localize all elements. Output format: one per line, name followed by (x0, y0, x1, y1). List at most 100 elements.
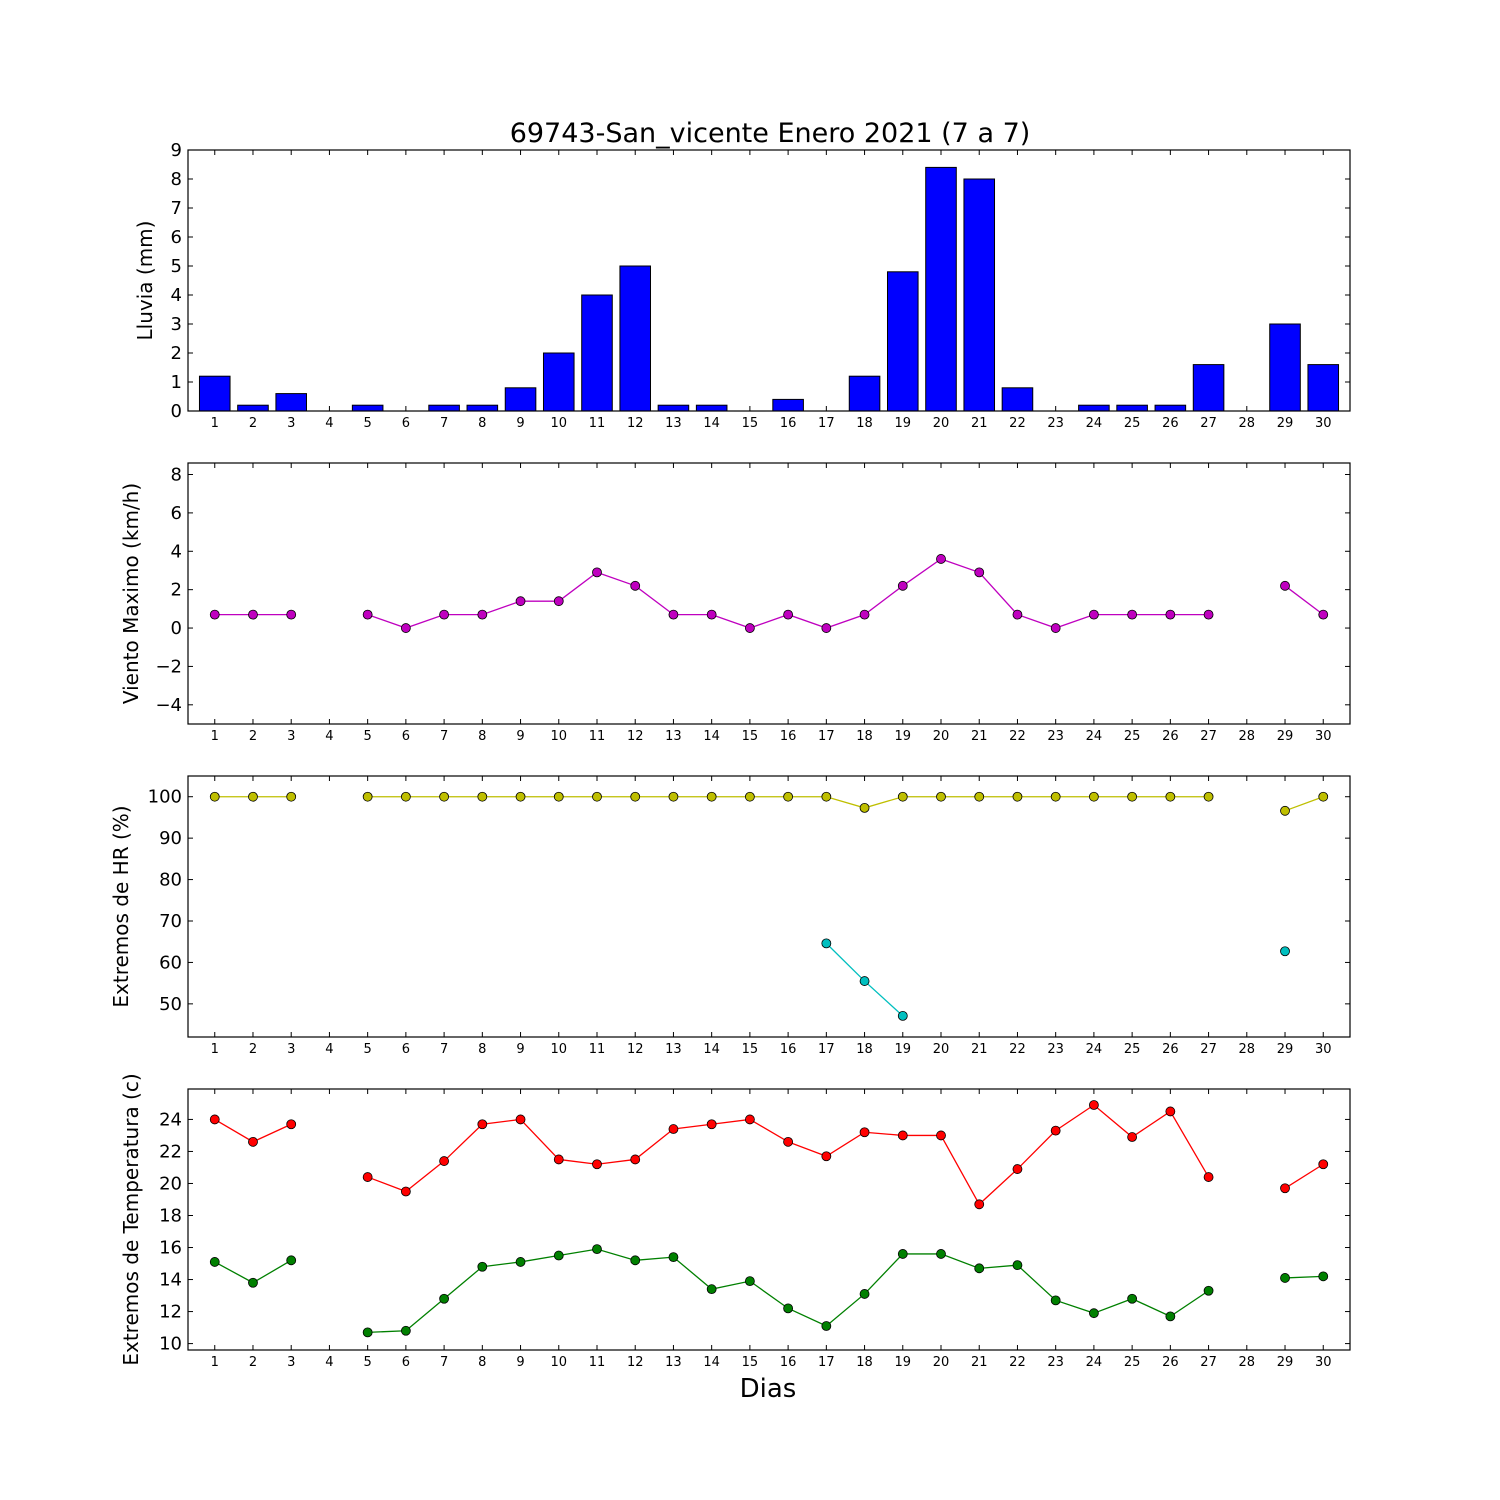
x-tick-label: 1 (211, 416, 219, 431)
x-tick-label: 2 (249, 1355, 257, 1370)
y-tick-label: 20 (159, 1173, 182, 1194)
y-tick-label: 50 (159, 994, 182, 1015)
data-point (936, 791, 946, 802)
y-tick-label: 4 (171, 541, 182, 562)
bar (428, 404, 460, 412)
x-tick-label: 17 (818, 729, 835, 744)
data-point (1127, 609, 1138, 620)
data-point (1318, 791, 1329, 802)
x-tick-label: 9 (516, 1355, 524, 1370)
data-point (362, 1172, 373, 1182)
x-tick-label: 15 (742, 1042, 759, 1057)
bar (275, 393, 307, 412)
x-tick-label: 13 (665, 1042, 682, 1057)
x-tick-label: 29 (1277, 1042, 1294, 1057)
x-tick-label: 25 (1124, 1355, 1141, 1370)
x-tick-label: 14 (703, 729, 720, 744)
y-tick-label: 6 (171, 227, 182, 248)
data-point (859, 1127, 870, 1138)
data-point (1127, 1132, 1138, 1142)
data-point (553, 1250, 564, 1261)
bar (1154, 404, 1187, 412)
x-tick-label: 16 (780, 416, 797, 431)
x-tick-label: 29 (1277, 1355, 1294, 1370)
data-point (1050, 623, 1061, 633)
series-line (1284, 585, 1324, 616)
data-point (209, 1257, 220, 1267)
bar (772, 398, 804, 412)
x-tick-label: 23 (1047, 416, 1064, 431)
data-point (1127, 791, 1138, 802)
x-tick-label: 27 (1200, 729, 1217, 744)
series-line (1284, 796, 1324, 812)
x-tick-label: 1 (211, 729, 219, 744)
data-point (1012, 1164, 1023, 1174)
x-tick-label: 4 (325, 1355, 333, 1370)
x-tick-label: 28 (1239, 1042, 1256, 1057)
x-tick-label: 27 (1200, 1042, 1217, 1057)
x-tick-label: 19 (895, 1042, 912, 1057)
y-tick-label: 80 (159, 870, 182, 891)
x-tick-label: 13 (665, 729, 682, 744)
x-tick-label: 3 (287, 416, 295, 431)
x-tick-label: 20 (933, 729, 950, 744)
x-tick-label: 30 (1315, 729, 1332, 744)
x-tick-label: 3 (287, 1355, 295, 1370)
data-point (439, 791, 449, 802)
data-point (1089, 1308, 1099, 1319)
bar (1001, 387, 1034, 412)
x-tick-label: 28 (1239, 1355, 1256, 1370)
x-tick-label: 26 (1162, 1042, 1179, 1057)
bar (466, 404, 499, 412)
x-tick-label: 14 (703, 1042, 720, 1057)
bar (198, 375, 231, 412)
data-point (592, 567, 602, 578)
x-axis-label: Dias (740, 1374, 797, 1404)
data-point (859, 803, 870, 813)
x-tick-label: 12 (627, 416, 644, 431)
x-tick-label: 24 (1086, 1042, 1103, 1057)
data-point (1203, 1172, 1214, 1182)
x-tick-label: 8 (478, 1042, 486, 1057)
data-point (859, 609, 870, 620)
y-tick-label: 2 (171, 580, 182, 601)
data-point (1089, 609, 1099, 620)
y-tick-label: 12 (159, 1302, 182, 1323)
x-tick-label: 15 (742, 729, 759, 744)
data-point (477, 1261, 488, 1272)
x-tick-label: 22 (1009, 416, 1026, 431)
data-point (209, 1114, 220, 1125)
data-point (1280, 946, 1290, 957)
data-point (1089, 791, 1099, 802)
x-tick-label: 21 (971, 416, 988, 431)
series-line (1284, 1163, 1324, 1189)
data-point (477, 791, 488, 802)
y-tick-label: 16 (159, 1238, 182, 1259)
x-tick-label: 7 (440, 416, 448, 431)
data-point (592, 791, 602, 802)
x-tick-label: 30 (1315, 1355, 1332, 1370)
bar (963, 178, 996, 412)
x-tick-label: 1 (211, 1355, 219, 1370)
data-point (1280, 1183, 1290, 1194)
data-point (1165, 1106, 1176, 1117)
x-tick-label: 12 (627, 1042, 644, 1057)
data-point (592, 1244, 602, 1255)
data-point (400, 791, 411, 802)
data-point (706, 1119, 717, 1130)
data-point (286, 1119, 297, 1130)
x-tick-label: 24 (1086, 1355, 1103, 1370)
bar (657, 404, 690, 412)
data-point (821, 1321, 832, 1331)
y-tick-label: 0 (171, 401, 182, 422)
data-point (1012, 609, 1023, 620)
data-point (1012, 1260, 1023, 1271)
y-tick-label: 18 (159, 1205, 182, 1226)
bar (1269, 323, 1301, 412)
data-point (1050, 1295, 1061, 1306)
x-tick-label: 7 (440, 1355, 448, 1370)
y-tick-label: 1 (171, 372, 182, 393)
data-point (897, 1010, 908, 1021)
